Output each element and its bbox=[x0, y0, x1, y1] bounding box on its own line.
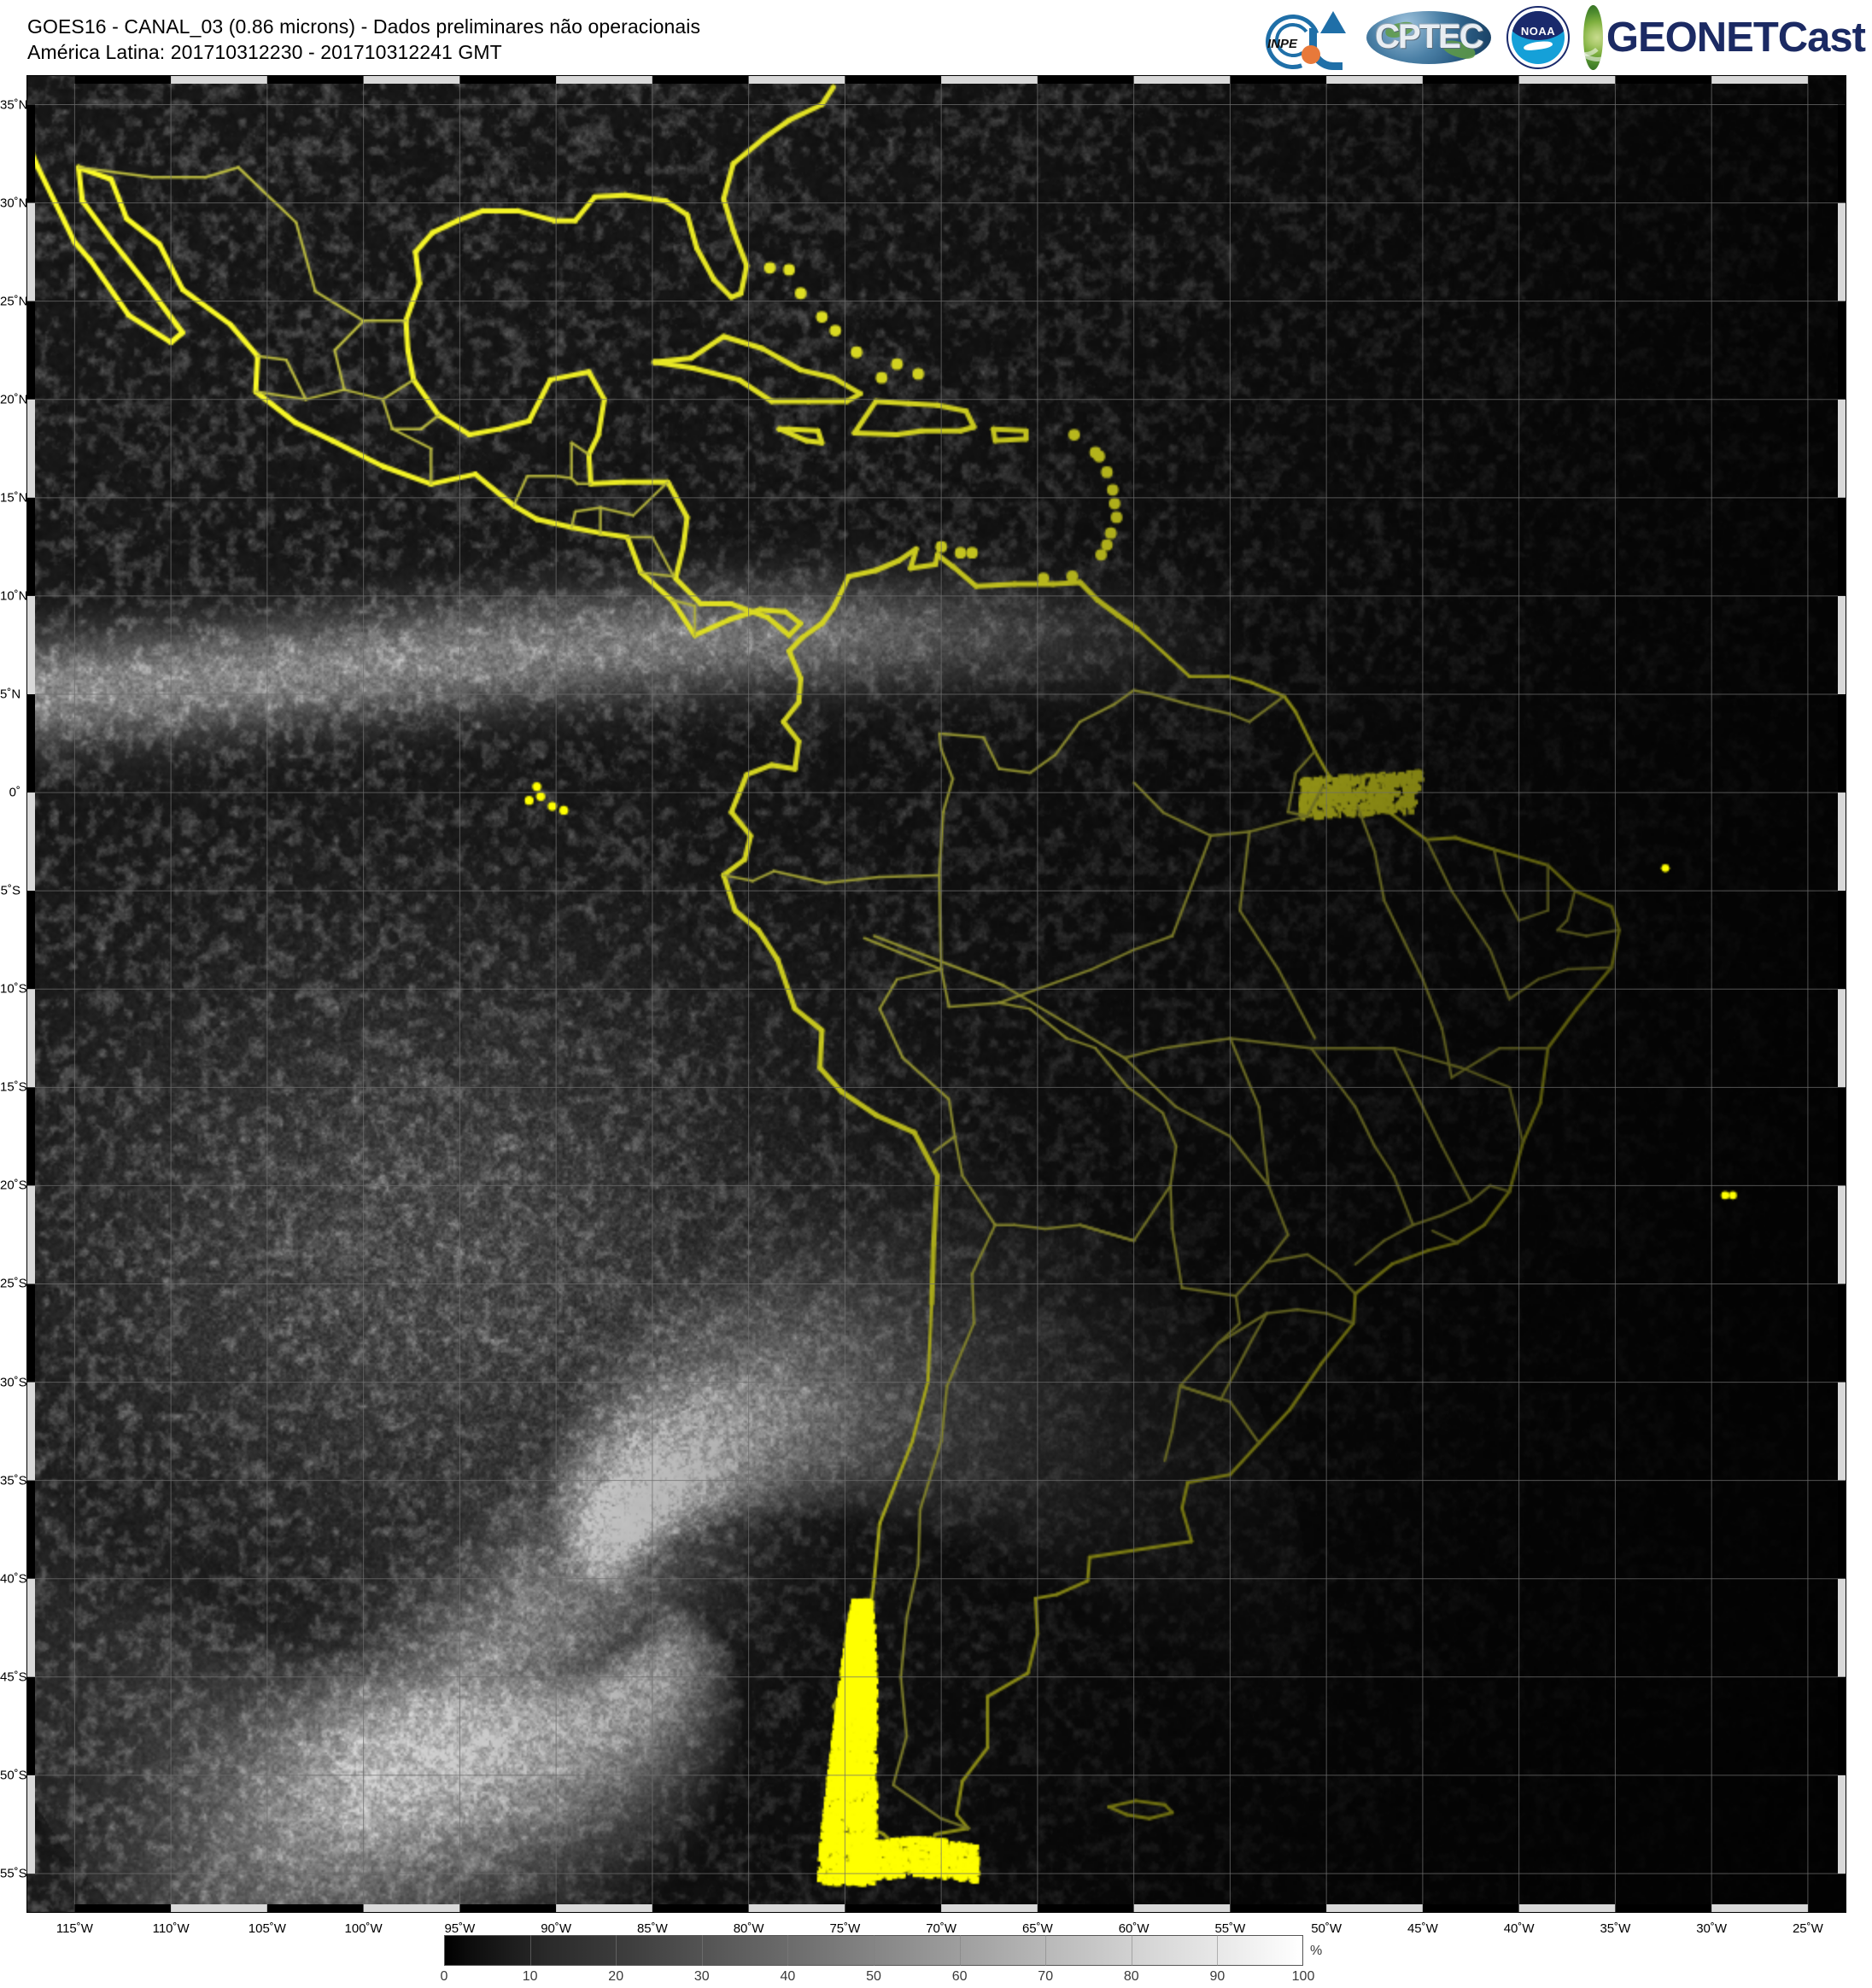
colorbar-tick bbox=[1217, 1935, 1219, 1966]
geonetcast-arc-icon bbox=[1583, 9, 1603, 61]
geonetcast-globe-icon bbox=[1583, 5, 1603, 70]
noaa-logo-text: NOAA bbox=[1520, 25, 1556, 38]
lon-tick-label: 100˚W bbox=[344, 1921, 383, 1936]
map-container bbox=[26, 75, 1846, 1913]
colorbar-tick-label: 80 bbox=[1123, 1969, 1139, 1984]
lon-tick-label: 90˚W bbox=[541, 1921, 572, 1936]
colorbar-tick-label: 50 bbox=[866, 1969, 881, 1984]
lon-tick-label: 30˚W bbox=[1696, 1921, 1728, 1936]
lat-tick-label: 25˚N bbox=[0, 294, 28, 309]
colorbar-tick-label: 10 bbox=[522, 1969, 538, 1984]
lon-tick-label: 40˚W bbox=[1503, 1921, 1535, 1936]
lat-tick-label: 35˚N bbox=[0, 97, 28, 113]
lat-tick-label: 20˚N bbox=[0, 392, 28, 407]
colorbar-tick-label: 60 bbox=[951, 1969, 968, 1984]
colorbar-tick-label: 20 bbox=[608, 1969, 624, 1984]
lon-tick-label: 70˚W bbox=[926, 1921, 957, 1936]
satellite-imagery-canvas bbox=[26, 75, 1846, 1913]
lat-tick-label: 25˚S bbox=[0, 1276, 27, 1291]
lat-tick-label: 0˚ bbox=[9, 785, 20, 800]
lat-tick-label: 15˚S bbox=[0, 1079, 27, 1095]
satellite-image-panel[interactable] bbox=[26, 75, 1846, 1913]
lat-tick-label: 30˚S bbox=[0, 1375, 27, 1390]
lat-tick-label: 10˚S bbox=[0, 981, 27, 997]
lon-tick-label: 95˚W bbox=[444, 1921, 476, 1936]
lat-tick-label: 45˚S bbox=[0, 1669, 27, 1685]
colorbar-container: % 0 10 20 30 40 50 60 70 80 90 100 bbox=[0, 1932, 1872, 1988]
lat-tick-label: 30˚N bbox=[0, 196, 28, 211]
noaa-bird-icon bbox=[1523, 39, 1553, 52]
lon-tick-label: 65˚W bbox=[1021, 1921, 1053, 1936]
lat-tick-label: 55˚S bbox=[0, 1866, 27, 1881]
lat-tick-label: 50˚S bbox=[0, 1768, 27, 1783]
colorbar-ticks bbox=[444, 1935, 1303, 1966]
lat-tick-label: 5˚N bbox=[0, 687, 21, 702]
logo-bar: INPE CPTEC NOAA GEONETCast bbox=[1256, 3, 1866, 79]
colorbar-unit-label: % bbox=[1310, 1944, 1323, 1958]
title-line-1: GOES16 - CANAL_03 (0.86 microns) - Dados… bbox=[27, 15, 701, 38]
inpe-logo: INPE bbox=[1256, 5, 1353, 79]
geonetcast-logo-text: GEONETCast bbox=[1606, 15, 1866, 61]
lat-tick-label: 40˚S bbox=[0, 1571, 27, 1587]
lat-tick-label: 35˚S bbox=[0, 1473, 27, 1488]
title-line-2: América Latina: 201710312230 - 201710312… bbox=[27, 41, 502, 64]
lon-tick-label: 50˚W bbox=[1311, 1921, 1343, 1936]
lon-tick-label: 80˚W bbox=[733, 1921, 764, 1936]
noaa-sky-icon bbox=[1512, 11, 1565, 40]
colorbar-tick bbox=[616, 1935, 617, 1966]
header-bar: GOES16 - CANAL_03 (0.86 microns) - Dados… bbox=[0, 0, 1872, 79]
lon-tick-label: 45˚W bbox=[1407, 1921, 1438, 1936]
lon-tick-label: 25˚W bbox=[1792, 1921, 1823, 1936]
geonetcast-logo: GEONETCast bbox=[1583, 5, 1866, 70]
lon-tick-label: 60˚W bbox=[1118, 1921, 1150, 1936]
colorbar-tick-label: 0 bbox=[440, 1969, 448, 1984]
lat-tick-label: 20˚S bbox=[0, 1178, 27, 1193]
lon-tick-label: 110˚W bbox=[152, 1921, 190, 1936]
noaa-logo: NOAA bbox=[1505, 6, 1571, 69]
colorbar-tick bbox=[787, 1935, 789, 1966]
lat-tick-label: 5˚S bbox=[0, 883, 20, 898]
cptec-logo: CPTEC bbox=[1365, 6, 1493, 69]
lat-tick-label: 10˚N bbox=[0, 588, 28, 604]
cptec-globe-icon bbox=[1366, 11, 1491, 64]
colorbar-tick-label: 30 bbox=[693, 1969, 710, 1984]
inpe-arrow-head-icon bbox=[1320, 11, 1346, 33]
lon-tick-label: 35˚W bbox=[1600, 1921, 1631, 1936]
inpe-orange-dot-icon bbox=[1302, 45, 1320, 64]
inpe-logo-text: INPE bbox=[1267, 37, 1298, 51]
colorbar-tick-label: 100 bbox=[1291, 1969, 1315, 1984]
noaa-seal-inner-icon bbox=[1512, 11, 1565, 64]
geonetcast-arc-icon bbox=[1583, 19, 1603, 56]
cptec-logo-text: CPTEC bbox=[1375, 18, 1484, 56]
lat-tick-label: 15˚N bbox=[0, 490, 28, 506]
lon-tick-label: 115˚W bbox=[56, 1921, 93, 1936]
colorbar-tick bbox=[1045, 1935, 1047, 1966]
colorbar-tick bbox=[701, 1935, 703, 1966]
colorbar-tick-label: 40 bbox=[780, 1969, 796, 1984]
colorbar-tick-label: 70 bbox=[1038, 1969, 1054, 1984]
lon-tick-label: 105˚W bbox=[248, 1921, 286, 1936]
lon-tick-label: 55˚W bbox=[1214, 1921, 1246, 1936]
lon-tick-label: 85˚W bbox=[636, 1921, 668, 1936]
colorbar-tick bbox=[959, 1935, 961, 1966]
colorbar-tick bbox=[874, 1935, 875, 1966]
lon-tick-label: 75˚W bbox=[829, 1921, 861, 1936]
colorbar-tick-label: 90 bbox=[1209, 1969, 1226, 1984]
title-block: GOES16 - CANAL_03 (0.86 microns) - Dados… bbox=[27, 14, 700, 66]
colorbar-tick bbox=[529, 1935, 531, 1966]
